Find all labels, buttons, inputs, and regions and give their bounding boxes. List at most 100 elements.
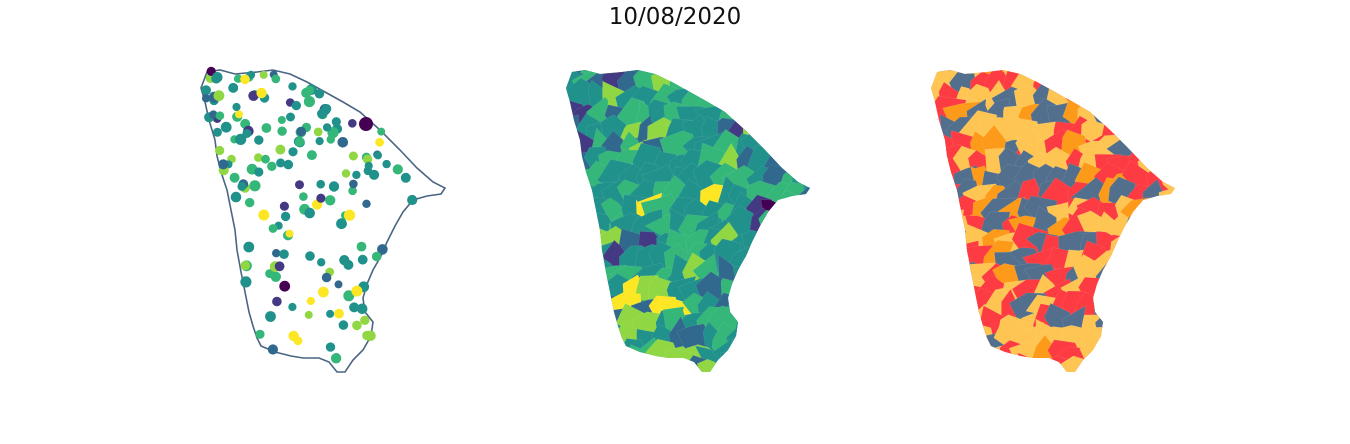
choro-region bbox=[762, 293, 796, 320]
choro-region bbox=[584, 347, 616, 372]
choro-region bbox=[809, 132, 810, 160]
cat-region bbox=[934, 230, 960, 263]
choro-region bbox=[803, 249, 810, 273]
municipality-point bbox=[374, 151, 382, 160]
municipality-point bbox=[328, 181, 340, 192]
municipality-point bbox=[279, 201, 289, 211]
municipality-point bbox=[212, 127, 222, 137]
choro-region bbox=[813, 324, 839, 353]
cat-region bbox=[1122, 275, 1158, 312]
choro-region bbox=[719, 73, 764, 106]
choro-region bbox=[797, 277, 810, 311]
choro-region bbox=[583, 292, 618, 323]
cat-region bbox=[931, 224, 951, 259]
choro-region bbox=[566, 307, 602, 337]
cat-region bbox=[931, 243, 944, 278]
cat-region bbox=[931, 196, 947, 229]
municipality-point bbox=[295, 180, 304, 190]
cat-region bbox=[1033, 358, 1057, 372]
cat-region bbox=[931, 164, 954, 200]
cat-region bbox=[1144, 291, 1174, 326]
choro-region bbox=[566, 192, 583, 231]
choro-region bbox=[778, 73, 810, 97]
choro-region bbox=[797, 70, 810, 106]
choro-region bbox=[566, 158, 583, 197]
municipality-point bbox=[336, 218, 347, 230]
cat-region bbox=[1091, 354, 1131, 372]
cat-region bbox=[1176, 117, 1203, 154]
cat-region bbox=[1135, 275, 1169, 310]
choro-region bbox=[566, 226, 583, 268]
cat-region bbox=[931, 338, 955, 368]
choro-region bbox=[760, 70, 797, 86]
municipality-point bbox=[276, 158, 286, 168]
cat-region bbox=[1139, 70, 1170, 81]
choro-region bbox=[769, 220, 803, 264]
cat-region bbox=[1171, 165, 1175, 191]
choro-region bbox=[805, 352, 810, 372]
cat-region bbox=[1170, 194, 1175, 229]
municipality-point bbox=[254, 153, 263, 162]
municipality-point bbox=[258, 209, 270, 221]
choro-region bbox=[738, 333, 779, 372]
municipality-point bbox=[334, 308, 344, 319]
cat-region bbox=[1128, 70, 1162, 87]
cat-region bbox=[1170, 70, 1175, 105]
choro-region bbox=[566, 323, 585, 365]
cat-region bbox=[1156, 340, 1175, 372]
cat-region bbox=[1142, 128, 1169, 165]
choro-region bbox=[741, 229, 778, 263]
choro-region bbox=[713, 70, 745, 82]
capital-point bbox=[359, 117, 373, 131]
municipality-point bbox=[211, 73, 222, 84]
choro-region bbox=[730, 84, 763, 120]
municipality-point bbox=[293, 336, 303, 346]
cat-region bbox=[1093, 280, 1122, 306]
municipality-point bbox=[245, 197, 255, 208]
choro-region bbox=[730, 273, 760, 305]
cat-region bbox=[1145, 326, 1175, 357]
cat-region bbox=[931, 304, 946, 340]
cat-region bbox=[1162, 70, 1175, 83]
choro-region bbox=[765, 262, 790, 299]
municipality-point bbox=[233, 74, 243, 83]
cat-region bbox=[1151, 70, 1175, 100]
cat-region bbox=[983, 357, 1009, 372]
municipality-point bbox=[213, 90, 225, 102]
choro-region bbox=[709, 70, 740, 102]
municipality-point bbox=[325, 195, 336, 206]
cat-region bbox=[996, 362, 1026, 372]
cat-region bbox=[931, 133, 947, 165]
cat-region bbox=[1155, 87, 1175, 123]
cat-region bbox=[1167, 242, 1175, 272]
cat-region bbox=[1123, 298, 1158, 324]
cat-region bbox=[1172, 335, 1175, 372]
cat-region bbox=[1107, 278, 1141, 312]
choro-region bbox=[746, 98, 777, 131]
municipality-point bbox=[279, 249, 289, 259]
municipality-point bbox=[275, 144, 286, 155]
municipality-point bbox=[322, 123, 332, 132]
choro-regions bbox=[566, 70, 839, 372]
cat-region bbox=[1145, 213, 1170, 241]
cat-region bbox=[1173, 145, 1175, 180]
cat-region bbox=[931, 178, 947, 207]
cat-region bbox=[1141, 72, 1172, 100]
municipality-point bbox=[339, 255, 350, 266]
cat-region bbox=[1152, 361, 1175, 372]
cat-region bbox=[1099, 338, 1127, 369]
cat-region bbox=[1107, 247, 1147, 278]
cat-region bbox=[954, 344, 983, 370]
cat-region bbox=[1146, 251, 1171, 273]
choro-region bbox=[742, 70, 772, 81]
cat-region bbox=[957, 357, 993, 372]
municipality-point bbox=[400, 172, 411, 183]
municipality-point bbox=[240, 74, 250, 85]
municipality-point bbox=[352, 170, 361, 180]
municipality-point bbox=[357, 254, 368, 265]
cat-region bbox=[939, 302, 965, 339]
cat-region bbox=[1172, 70, 1175, 86]
municipality-point bbox=[343, 290, 355, 302]
choro-region bbox=[789, 70, 810, 89]
categorical-map-panel bbox=[925, 60, 1205, 380]
